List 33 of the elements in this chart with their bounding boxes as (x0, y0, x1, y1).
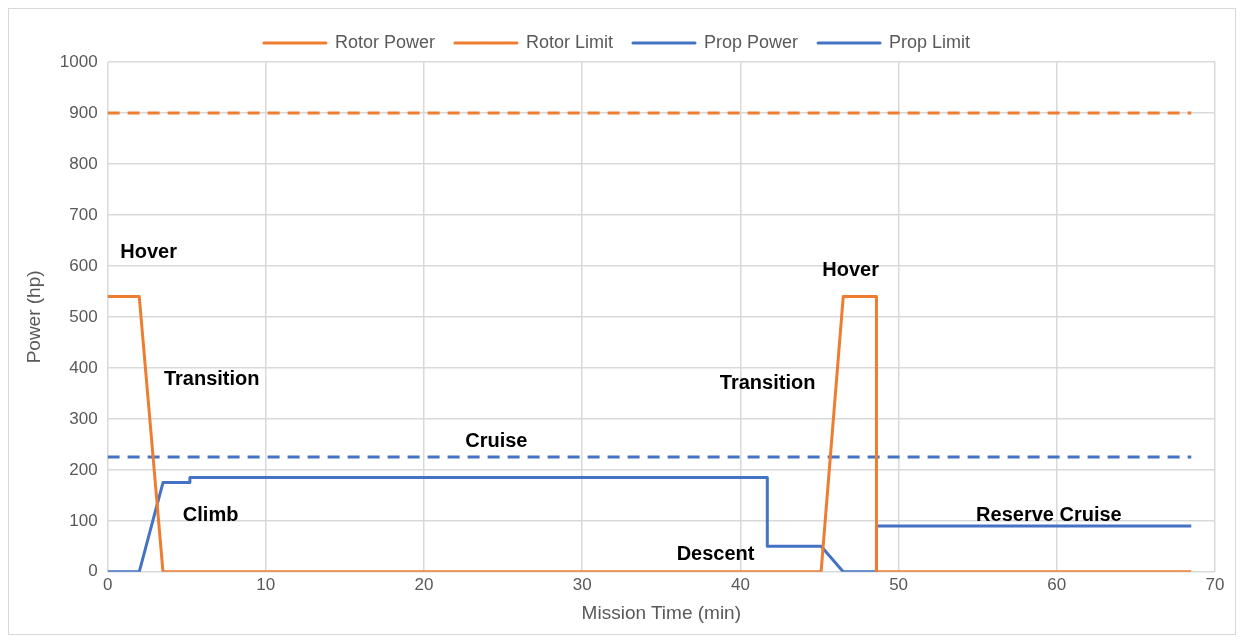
y-tick-label: 500 (69, 306, 98, 326)
y-tick-label: 1000 (59, 51, 98, 71)
x-tick-label: 30 (572, 574, 592, 594)
x-tick-label: 20 (414, 574, 434, 594)
annotation: Transition (719, 370, 816, 393)
y-tick-label: 400 (69, 357, 98, 377)
x-tick-label: 40 (730, 574, 750, 594)
y-tick-label: 0 (88, 561, 98, 581)
y-tick-label: 600 (69, 255, 98, 275)
annotation: Reserve Cruise (976, 503, 1122, 526)
legend-label: Prop Power (703, 31, 799, 52)
y-tick-label: 800 (69, 153, 98, 173)
x-tick-label: 70 (1205, 574, 1225, 594)
y-tick-label: 900 (69, 102, 98, 122)
legend-label: Rotor Limit (525, 31, 613, 52)
annotation: Hover (120, 239, 178, 262)
y-tick-label: 700 (69, 204, 98, 224)
x-tick-label: 10 (256, 574, 276, 594)
y-tick-label: 300 (69, 408, 98, 428)
y-tick-label: 200 (69, 459, 98, 479)
annotation: Descent (676, 541, 755, 564)
legend-label: Rotor Power (334, 31, 435, 52)
legend-label: Prop Limit (889, 31, 971, 52)
y-tick-label: 100 (69, 510, 98, 530)
annotation: Transition (163, 367, 260, 390)
y-axis-title: Power (hp) (22, 270, 44, 364)
x-tick-label: 60 (1047, 574, 1067, 594)
x-tick-label: 50 (889, 574, 909, 594)
annotation: Hover (822, 257, 880, 280)
x-tick-label: 0 (102, 574, 113, 594)
x-axis-title: Mission Time (min) (581, 601, 742, 623)
annotation: Climb (182, 503, 239, 526)
annotation: Cruise (465, 428, 528, 451)
